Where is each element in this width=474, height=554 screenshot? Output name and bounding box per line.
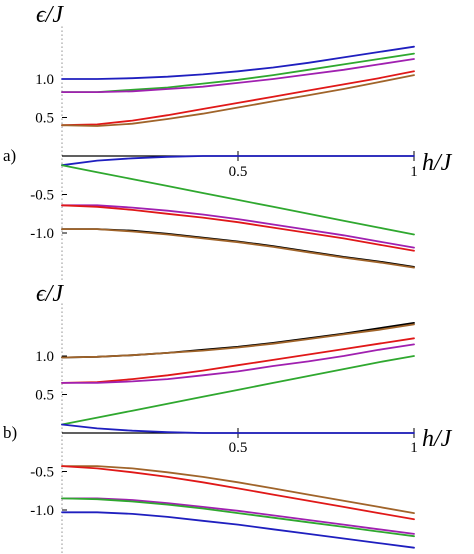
panel-label: b) xyxy=(3,423,17,442)
series-line-9 xyxy=(61,204,415,252)
y-axis-title: ϵ/J xyxy=(36,281,64,307)
series-line-4 xyxy=(61,343,415,384)
series-line-2 xyxy=(61,323,415,359)
x-tick-label: 1 xyxy=(410,440,418,456)
series-line-11 xyxy=(61,228,415,269)
panel-a: 0.5 1 1.0 0.5 -0.5 -1.0 ϵ/J h/J a) xyxy=(3,2,453,281)
y-tick-label: -1.0 xyxy=(30,503,54,519)
x-axis-title: h/J xyxy=(422,150,453,176)
x-axis-title: h/J xyxy=(422,426,453,452)
panel-label: a) xyxy=(3,146,16,165)
y-tick-label: -1.0 xyxy=(30,226,54,242)
series-line-3 xyxy=(61,337,415,384)
x-tick-label: 0.5 xyxy=(229,440,248,456)
series-line-5 xyxy=(61,355,415,426)
series-line-5 xyxy=(61,74,415,127)
series-line-4 xyxy=(61,70,415,127)
series-line-6 xyxy=(61,423,415,434)
panel-b: 0.5 1 1.0 0.5 -0.5 -1.0 ϵ/J h/J b) xyxy=(3,281,453,554)
x-tick-label: 1 xyxy=(410,164,418,180)
y-tick-label: -0.5 xyxy=(30,465,54,481)
series-line-7 xyxy=(61,164,415,236)
series-line-1 xyxy=(61,45,415,80)
series-line-2 xyxy=(61,52,415,93)
y-axis-title: ϵ/J xyxy=(36,2,64,28)
y-tick-label: 0.5 xyxy=(35,388,54,404)
series-line-10 xyxy=(61,228,415,268)
series-line-6 xyxy=(61,155,415,167)
series-line-10 xyxy=(61,497,415,538)
y-tick-label: 1.0 xyxy=(35,72,54,88)
series-line-11 xyxy=(61,511,415,549)
y-tick-label: 1.0 xyxy=(35,349,54,365)
series-line-3 xyxy=(61,58,415,93)
series-line-8 xyxy=(61,204,415,249)
series-line-8 xyxy=(61,465,415,521)
series-line-7 xyxy=(61,465,415,514)
y-tick-label: -0.5 xyxy=(30,188,54,204)
y-tick-label: 0.5 xyxy=(35,111,54,127)
series-line-9 xyxy=(61,497,415,535)
x-tick-label: 0.5 xyxy=(229,164,248,180)
